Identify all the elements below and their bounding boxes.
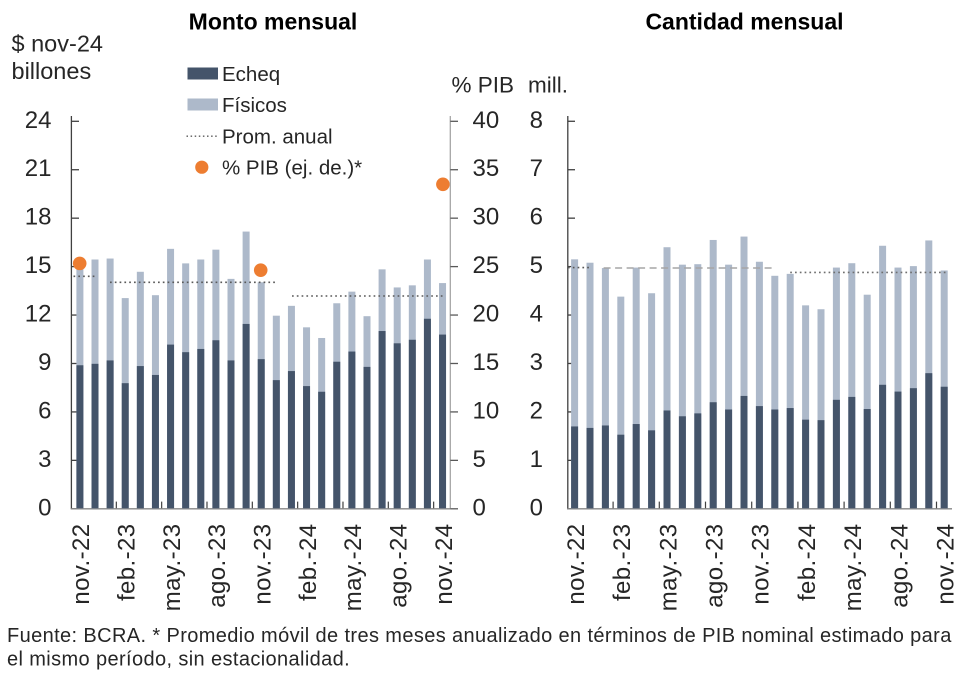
svg-text:6: 6 bbox=[530, 204, 543, 231]
svg-text:0: 0 bbox=[530, 494, 543, 521]
svg-text:Físicos: Físicos bbox=[222, 94, 287, 117]
svg-text:6: 6 bbox=[38, 397, 51, 424]
svg-text:3: 3 bbox=[38, 446, 51, 473]
svg-text:ago.-23: ago.-23 bbox=[204, 524, 231, 608]
svg-text:Monto mensual: Monto mensual bbox=[189, 9, 358, 35]
svg-text:% PIB: % PIB bbox=[452, 73, 515, 98]
svg-text:may.-23: may.-23 bbox=[655, 524, 682, 612]
svg-text:billones: billones bbox=[12, 58, 92, 84]
svg-text:35: 35 bbox=[473, 155, 500, 182]
svg-text:0: 0 bbox=[473, 494, 486, 521]
svg-text:4: 4 bbox=[530, 301, 543, 328]
svg-text:15: 15 bbox=[25, 252, 52, 279]
svg-text:Fuente: BCRA. * Promedio móvil: Fuente: BCRA. * Promedio móvil de tres m… bbox=[7, 625, 952, 647]
svg-text:3: 3 bbox=[530, 349, 543, 376]
svg-text:Echeq: Echeq bbox=[222, 63, 280, 86]
svg-text:nov.-24: nov.-24 bbox=[431, 524, 458, 605]
svg-text:1: 1 bbox=[530, 446, 543, 473]
svg-text:nov.-22: nov.-22 bbox=[563, 524, 590, 605]
svg-text:5: 5 bbox=[473, 446, 486, 473]
svg-text:0: 0 bbox=[38, 494, 51, 521]
svg-text:% PIB (ej. de.)*: % PIB (ej. de.)* bbox=[222, 157, 362, 180]
svg-text:may.-24: may.-24 bbox=[340, 524, 367, 612]
svg-text:mill.: mill. bbox=[528, 73, 568, 98]
svg-text:may.-23: may.-23 bbox=[159, 524, 186, 612]
svg-text:9: 9 bbox=[38, 349, 51, 376]
svg-text:nov.-22: nov.-22 bbox=[68, 524, 95, 605]
svg-text:ago.-23: ago.-23 bbox=[702, 524, 729, 608]
svg-text:ago.-24: ago.-24 bbox=[886, 524, 913, 608]
svg-text:40: 40 bbox=[473, 107, 500, 134]
svg-text:Prom. anual: Prom. anual bbox=[222, 125, 333, 148]
svg-text:30: 30 bbox=[473, 204, 500, 231]
svg-text:2: 2 bbox=[530, 397, 543, 424]
svg-text:25: 25 bbox=[473, 252, 500, 279]
svg-text:15: 15 bbox=[473, 349, 500, 376]
svg-text:nov.-23: nov.-23 bbox=[748, 524, 775, 605]
svg-text:24: 24 bbox=[25, 107, 52, 134]
svg-text:feb.-23: feb.-23 bbox=[114, 524, 141, 602]
svg-text:7: 7 bbox=[530, 155, 543, 182]
svg-text:$ nov-24: $ nov-24 bbox=[12, 31, 103, 57]
svg-text:feb.-23: feb.-23 bbox=[609, 524, 636, 602]
svg-text:Cantidad mensual: Cantidad mensual bbox=[645, 9, 843, 35]
svg-text:nov.-23: nov.-23 bbox=[250, 524, 277, 605]
svg-text:feb.-24: feb.-24 bbox=[794, 524, 821, 602]
svg-text:el mismo período, sin estacion: el mismo período, sin estacionalidad. bbox=[7, 649, 350, 671]
svg-text:10: 10 bbox=[473, 397, 500, 424]
svg-text:21: 21 bbox=[25, 155, 52, 182]
svg-text:18: 18 bbox=[25, 204, 52, 231]
svg-text:8: 8 bbox=[530, 107, 543, 134]
svg-text:5: 5 bbox=[530, 252, 543, 279]
svg-text:12: 12 bbox=[25, 301, 52, 328]
svg-text:may.-24: may.-24 bbox=[840, 524, 867, 612]
svg-text:20: 20 bbox=[473, 301, 500, 328]
svg-text:feb.-24: feb.-24 bbox=[295, 524, 322, 602]
svg-text:ago.-24: ago.-24 bbox=[386, 524, 413, 608]
svg-text:nov.-24: nov.-24 bbox=[933, 524, 959, 605]
